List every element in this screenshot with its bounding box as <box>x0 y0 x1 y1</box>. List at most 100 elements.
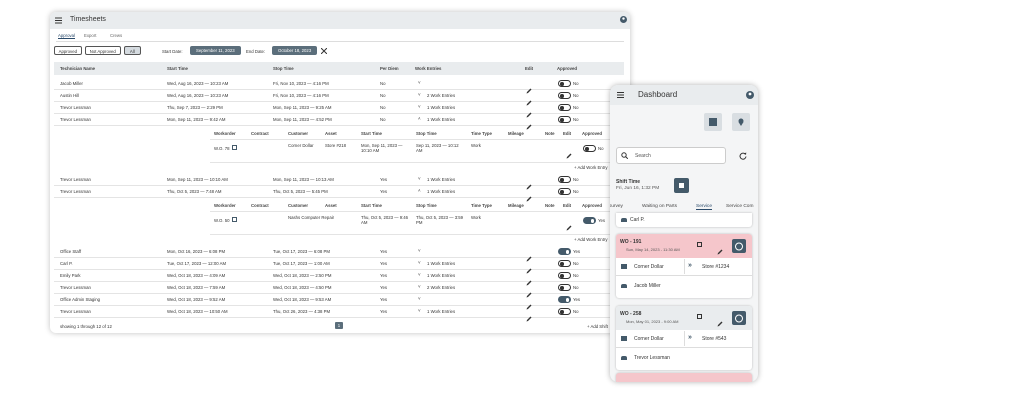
menu-icon[interactable] <box>55 17 62 24</box>
approved-label: No <box>573 93 579 98</box>
timer-button[interactable] <box>732 311 746 325</box>
technician: Trevor Lessman <box>60 189 91 194</box>
edit-icon[interactable] <box>566 146 572 164</box>
edit-icon[interactable] <box>566 218 572 236</box>
sub-column-header: Approved <box>582 131 603 136</box>
approved-label: Yes <box>573 297 581 302</box>
toggle[interactable] <box>558 284 571 291</box>
toggle[interactable] <box>558 104 571 111</box>
end-date[interactable]: October 18, 2023 <box>272 46 318 55</box>
sub-divider <box>210 162 630 163</box>
edit-icon[interactable] <box>526 177 532 195</box>
app-bar <box>610 85 758 105</box>
edit-icon[interactable] <box>526 81 532 99</box>
search-box[interactable] <box>616 147 726 164</box>
stop-button[interactable] <box>674 178 689 193</box>
expand-chevron[interactable]: ˅ <box>418 248 421 253</box>
timer-button[interactable] <box>732 239 746 253</box>
toggle[interactable] <box>558 176 571 183</box>
tab[interactable]: Approval <box>58 33 75 39</box>
toggle[interactable] <box>558 188 571 195</box>
expand-chevron[interactable]: ˅ <box>418 308 421 313</box>
start-time: Wed, Oct 18, 2023 — 7:59 AM <box>167 285 226 290</box>
expand-chevron[interactable]: ˄ <box>418 188 421 193</box>
expand-chevron[interactable]: ˅ <box>418 272 421 277</box>
menu-icon[interactable] <box>617 92 624 98</box>
approved-label: No <box>573 273 579 278</box>
edit-icon[interactable] <box>717 242 723 260</box>
sub-asset: Store #218 <box>325 143 347 148</box>
edit-icon[interactable] <box>526 105 532 123</box>
toggle[interactable] <box>558 308 571 315</box>
page-button[interactable]: 1 <box>335 322 343 329</box>
edit-icon[interactable] <box>526 93 532 111</box>
work-entries: 1 Work Entries <box>427 309 456 314</box>
account-icon[interactable] <box>746 91 754 99</box>
mobile-tab[interactable]: Waiting on Parts <box>642 204 678 209</box>
add-work-entry[interactable]: + Add Work Entry <box>574 165 608 170</box>
location-button[interactable] <box>732 113 750 131</box>
row-divider <box>54 101 624 102</box>
toggle[interactable] <box>558 296 571 303</box>
stop-time: Tue, Oct 17, 2023 — 6:08 PM <box>273 249 330 254</box>
store: Store #543 <box>702 336 727 342</box>
toggle[interactable] <box>558 92 571 99</box>
sub-column-header: Stop Time <box>416 131 437 136</box>
tab[interactable]: Crews <box>110 33 123 38</box>
mobile-tab[interactable]: Service <box>696 204 712 210</box>
expand-chevron[interactable]: ˅ <box>418 92 421 97</box>
sub-column-header: Workorder <box>214 131 236 136</box>
toggle[interactable] <box>558 272 571 279</box>
toggle[interactable] <box>583 217 596 224</box>
edit-icon[interactable] <box>526 297 532 315</box>
mobile-tab[interactable]: Service Com <box>726 204 754 209</box>
refresh-icon[interactable] <box>739 152 747 160</box>
expand-chevron[interactable]: ˅ <box>418 260 421 265</box>
edit-icon[interactable] <box>526 117 532 135</box>
start-time: Mon, Sep 11, 2023 — 10:10 AM <box>167 177 228 182</box>
toggle[interactable] <box>558 248 571 255</box>
toggle[interactable] <box>558 260 571 267</box>
edit-icon[interactable] <box>526 261 532 279</box>
edit-icon[interactable] <box>526 249 532 267</box>
workorder: W.O. 78 <box>214 146 230 151</box>
toggle[interactable] <box>558 80 571 87</box>
add-work-entry[interactable]: + Add Work Entry <box>574 237 608 242</box>
start-label: Start Date: <box>162 49 183 54</box>
work-entries: 2 Work Entries <box>427 93 456 98</box>
mobile-tab[interactable]: Survey <box>610 204 623 209</box>
start-time: Thu, Oct 5, 2023 — 7:48 AM <box>167 189 222 194</box>
filter-button[interactable]: Approved <box>54 46 82 55</box>
start-date[interactable]: September 11, 2023 <box>190 46 241 55</box>
calendar-button[interactable] <box>697 242 702 247</box>
account-icon[interactable] <box>620 16 627 23</box>
technician: Trevor Lessman <box>60 309 91 314</box>
start-time: Wed, Oct 18, 2023 — 4:09 AM <box>167 273 226 278</box>
expand-chevron[interactable]: ˅ <box>418 296 421 301</box>
per-diem: No <box>380 81 386 86</box>
filter-button[interactable]: Not Approved <box>84 46 121 55</box>
work-entries: 1 Work Entries <box>427 261 456 266</box>
column-header: Stop Time <box>273 66 294 71</box>
expand-chevron[interactable]: ˅ <box>418 176 421 181</box>
sub-stop: Sep 11, 2023 — 10:12 AM <box>416 143 459 153</box>
filter-button[interactable]: All <box>124 46 141 55</box>
expand-chevron[interactable]: ˄ <box>418 116 421 121</box>
expand-chevron[interactable]: ˅ <box>418 104 421 109</box>
edit-icon[interactable] <box>526 309 532 327</box>
clear-icon[interactable] <box>321 48 327 54</box>
calendar-button[interactable] <box>697 314 702 319</box>
edit-icon[interactable] <box>526 285 532 303</box>
toggle[interactable] <box>583 145 596 152</box>
per-diem: Yes <box>380 189 388 194</box>
expand-chevron[interactable]: ˅ <box>418 284 421 289</box>
sub-divider <box>210 211 630 212</box>
edit-icon[interactable] <box>717 314 723 332</box>
add-shift[interactable]: + Add Shift <box>587 324 608 329</box>
edit-icon[interactable] <box>526 273 532 291</box>
tab[interactable]: Export <box>84 33 97 38</box>
save-button[interactable] <box>704 113 722 131</box>
toggle[interactable] <box>558 116 571 123</box>
edit-icon[interactable] <box>526 189 532 207</box>
expand-chevron[interactable]: ˅ <box>418 80 421 85</box>
